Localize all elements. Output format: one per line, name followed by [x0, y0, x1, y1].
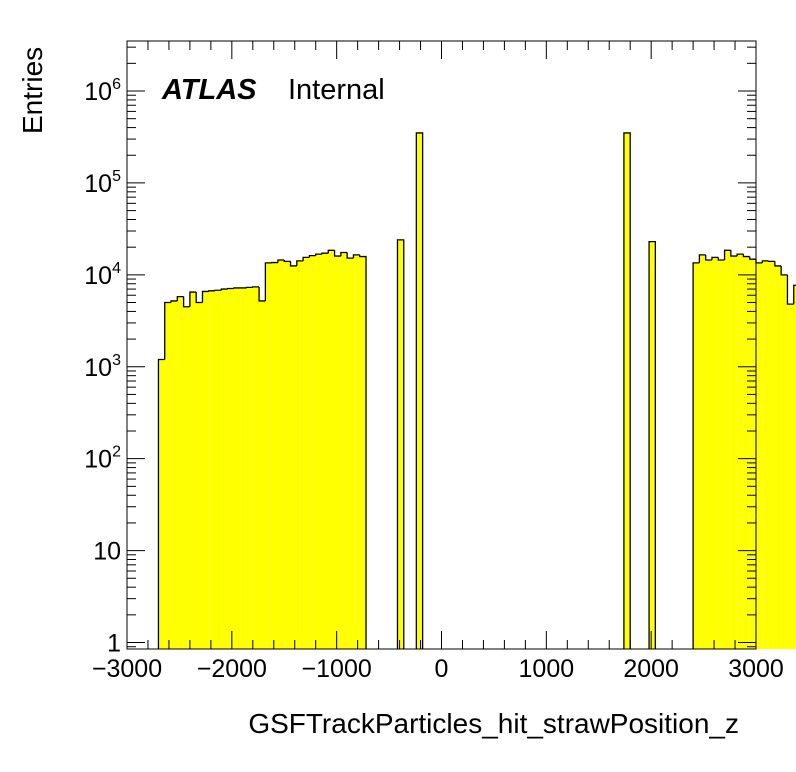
histogram-bar	[730, 256, 738, 649]
y-tick-label-base: 10	[84, 446, 112, 474]
atlas-label: ATLAS	[161, 74, 257, 106]
histogram-bar	[328, 250, 335, 650]
histogram-bar	[221, 289, 228, 649]
y-tick-label-base: 1	[107, 630, 121, 658]
histogram-bar	[284, 261, 291, 649]
status-label: Internal	[288, 74, 385, 106]
histogram-bar	[233, 287, 241, 649]
y-tick-label-exponent: 4	[112, 260, 121, 277]
histogram-bar	[623, 132, 631, 650]
y-tick-label: 105	[84, 168, 121, 198]
histogram-bar	[781, 274, 788, 649]
histogram-bar	[303, 257, 310, 649]
x-tick-labels: −3000 −2000 −1000 0 1000 2000 3000	[92, 655, 784, 683]
histogram-bar	[240, 287, 247, 649]
y-tick-label-exponent: 2	[112, 444, 121, 461]
y-tick-label-base: 10	[84, 354, 112, 382]
histogram-bar	[724, 250, 731, 650]
y-tick-label-exponent: 3	[112, 352, 121, 369]
y-tick-label: 106	[84, 76, 121, 106]
histogram-bar	[177, 296, 184, 649]
histogram-bar	[196, 302, 203, 649]
histogram-bar	[749, 259, 756, 649]
histogram-bar	[699, 254, 706, 649]
histogram-bar	[171, 300, 178, 649]
histogram-bar	[208, 290, 216, 649]
histogram-bar	[416, 132, 423, 650]
histogram-outline	[157, 132, 796, 649]
histogram-bar	[762, 260, 769, 649]
x-tick-label: 1000	[519, 655, 575, 683]
y-tick-label: 10	[93, 538, 121, 566]
histogram-bar	[271, 262, 278, 649]
histogram-bar	[246, 287, 253, 649]
histogram-bar	[227, 288, 234, 649]
histogram-bar	[737, 254, 744, 649]
y-tick-label-exponent: 5	[112, 168, 121, 185]
histogram-bar	[340, 252, 348, 649]
y-axis-title: Entries	[17, 47, 48, 134]
x-tick-label: 0	[435, 655, 449, 683]
histogram-bar	[347, 258, 354, 649]
histogram-bar	[277, 260, 285, 649]
histogram-bar	[321, 253, 329, 649]
x-tick-label: 2000	[623, 655, 679, 683]
axis-ticks	[126, 41, 757, 649]
y-tick-label-base: 10	[84, 170, 112, 198]
y-tick-label: 103	[84, 352, 121, 382]
histogram-bar	[756, 262, 763, 649]
y-tick-label: 102	[84, 444, 121, 474]
x-tick-label: 3000	[728, 655, 784, 683]
histogram-bar	[768, 261, 775, 649]
y-tick-label: 104	[84, 260, 121, 290]
histogram-bar	[158, 359, 165, 649]
x-tick-label: −2000	[197, 655, 267, 683]
histogram-bar	[309, 255, 316, 649]
histogram-bar	[787, 304, 794, 649]
y-tick-label-base: 10	[84, 262, 112, 290]
x-tick-label: −1000	[302, 655, 372, 683]
y-tick-label-exponent: 6	[112, 76, 121, 93]
histogram-bar	[793, 285, 796, 649]
histogram-bar	[189, 292, 197, 649]
histogram-bar	[164, 302, 172, 649]
histogram-bars	[157, 132, 796, 650]
y-tick-label-base: 10	[84, 78, 112, 106]
histogram-bar	[649, 241, 656, 649]
x-tick-label: −3000	[92, 655, 162, 683]
histogram-bar	[705, 260, 712, 649]
histogram-bar	[353, 254, 360, 649]
histogram-bar	[718, 260, 725, 649]
histogram-bar	[259, 300, 266, 649]
histogram-bar	[265, 262, 272, 649]
histogram-bar	[359, 256, 367, 649]
histogram-bar	[290, 265, 297, 649]
histogram-bar	[215, 290, 222, 649]
histogram-bar	[693, 262, 700, 649]
histogram-bar	[711, 257, 719, 649]
y-tick-label-base: 10	[93, 538, 121, 566]
histogram-bar	[183, 306, 190, 649]
y-tick-label: 1	[107, 630, 121, 658]
histogram-bar	[252, 286, 260, 649]
histogram-bar	[774, 265, 782, 649]
histogram-bar	[315, 254, 322, 649]
x-axis-title: GSFTrackParticles_hit_strawPosition_z	[248, 708, 739, 739]
histogram-bar	[743, 256, 750, 649]
histogram-bar	[334, 256, 341, 649]
histogram-bar	[397, 239, 404, 649]
histogram-bar	[296, 260, 304, 649]
histogram-bar	[202, 291, 209, 649]
